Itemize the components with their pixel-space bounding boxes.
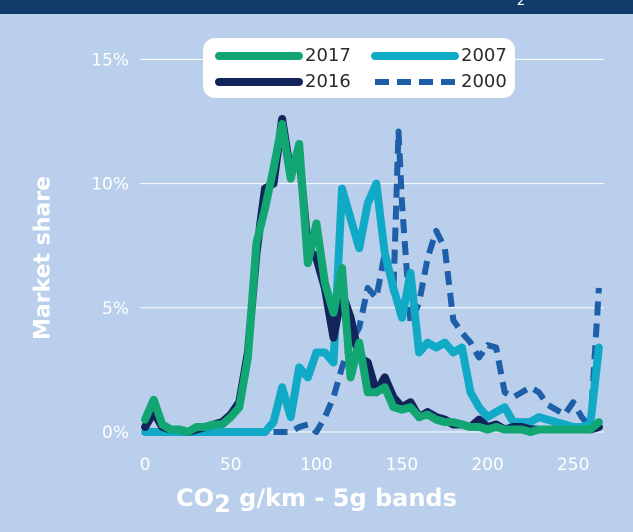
legend-swatch-2017 (215, 52, 303, 60)
y-axis-label: Market share (30, 175, 56, 341)
legend-label-2000: 2000 (461, 71, 507, 92)
x-tick-label: 0 (140, 455, 151, 475)
tick-layer: 0% 5% 10% 15% 0 50 100 150 200 250 (91, 50, 589, 475)
y-tick-label: 15% (91, 50, 129, 70)
series-line-2007 (141, 179, 603, 436)
legend-swatch-2007 (371, 52, 459, 60)
series-line-2016 (141, 115, 603, 436)
series-line-2000 (273, 128, 602, 435)
legend-swatch-2016 (215, 78, 303, 86)
x-axis-label-tail: g/km - 5g bands (230, 484, 457, 512)
legend-swatch-2000 (375, 79, 455, 85)
x-axis-label-main: CO (176, 484, 215, 512)
legend-label-2017: 2017 (305, 45, 351, 66)
x-tick-label: 150 (386, 455, 418, 475)
series-layer (141, 115, 603, 436)
x-tick-label: 50 (220, 455, 242, 475)
legend-label-2016: 2016 (305, 71, 351, 92)
x-tick-label: 250 (557, 455, 589, 475)
y-tick-label: 5% (102, 299, 129, 319)
legend-label-2007: 2007 (461, 45, 507, 66)
y-tick-label: 0% (102, 423, 129, 443)
x-tick-label: 200 (471, 455, 503, 475)
header-bar: 2 (0, 0, 633, 14)
legend: 2017 2007 2016 2000 (203, 38, 515, 98)
x-tick-label: 100 (300, 455, 332, 475)
y-tick-label: 10% (91, 175, 129, 195)
header-text: 2 (516, 0, 525, 9)
x-axis-label-subscript: 2 (214, 490, 231, 518)
series-line-2017 (141, 120, 603, 436)
x-axis-label: CO2 g/km - 5g bands (0, 484, 633, 518)
